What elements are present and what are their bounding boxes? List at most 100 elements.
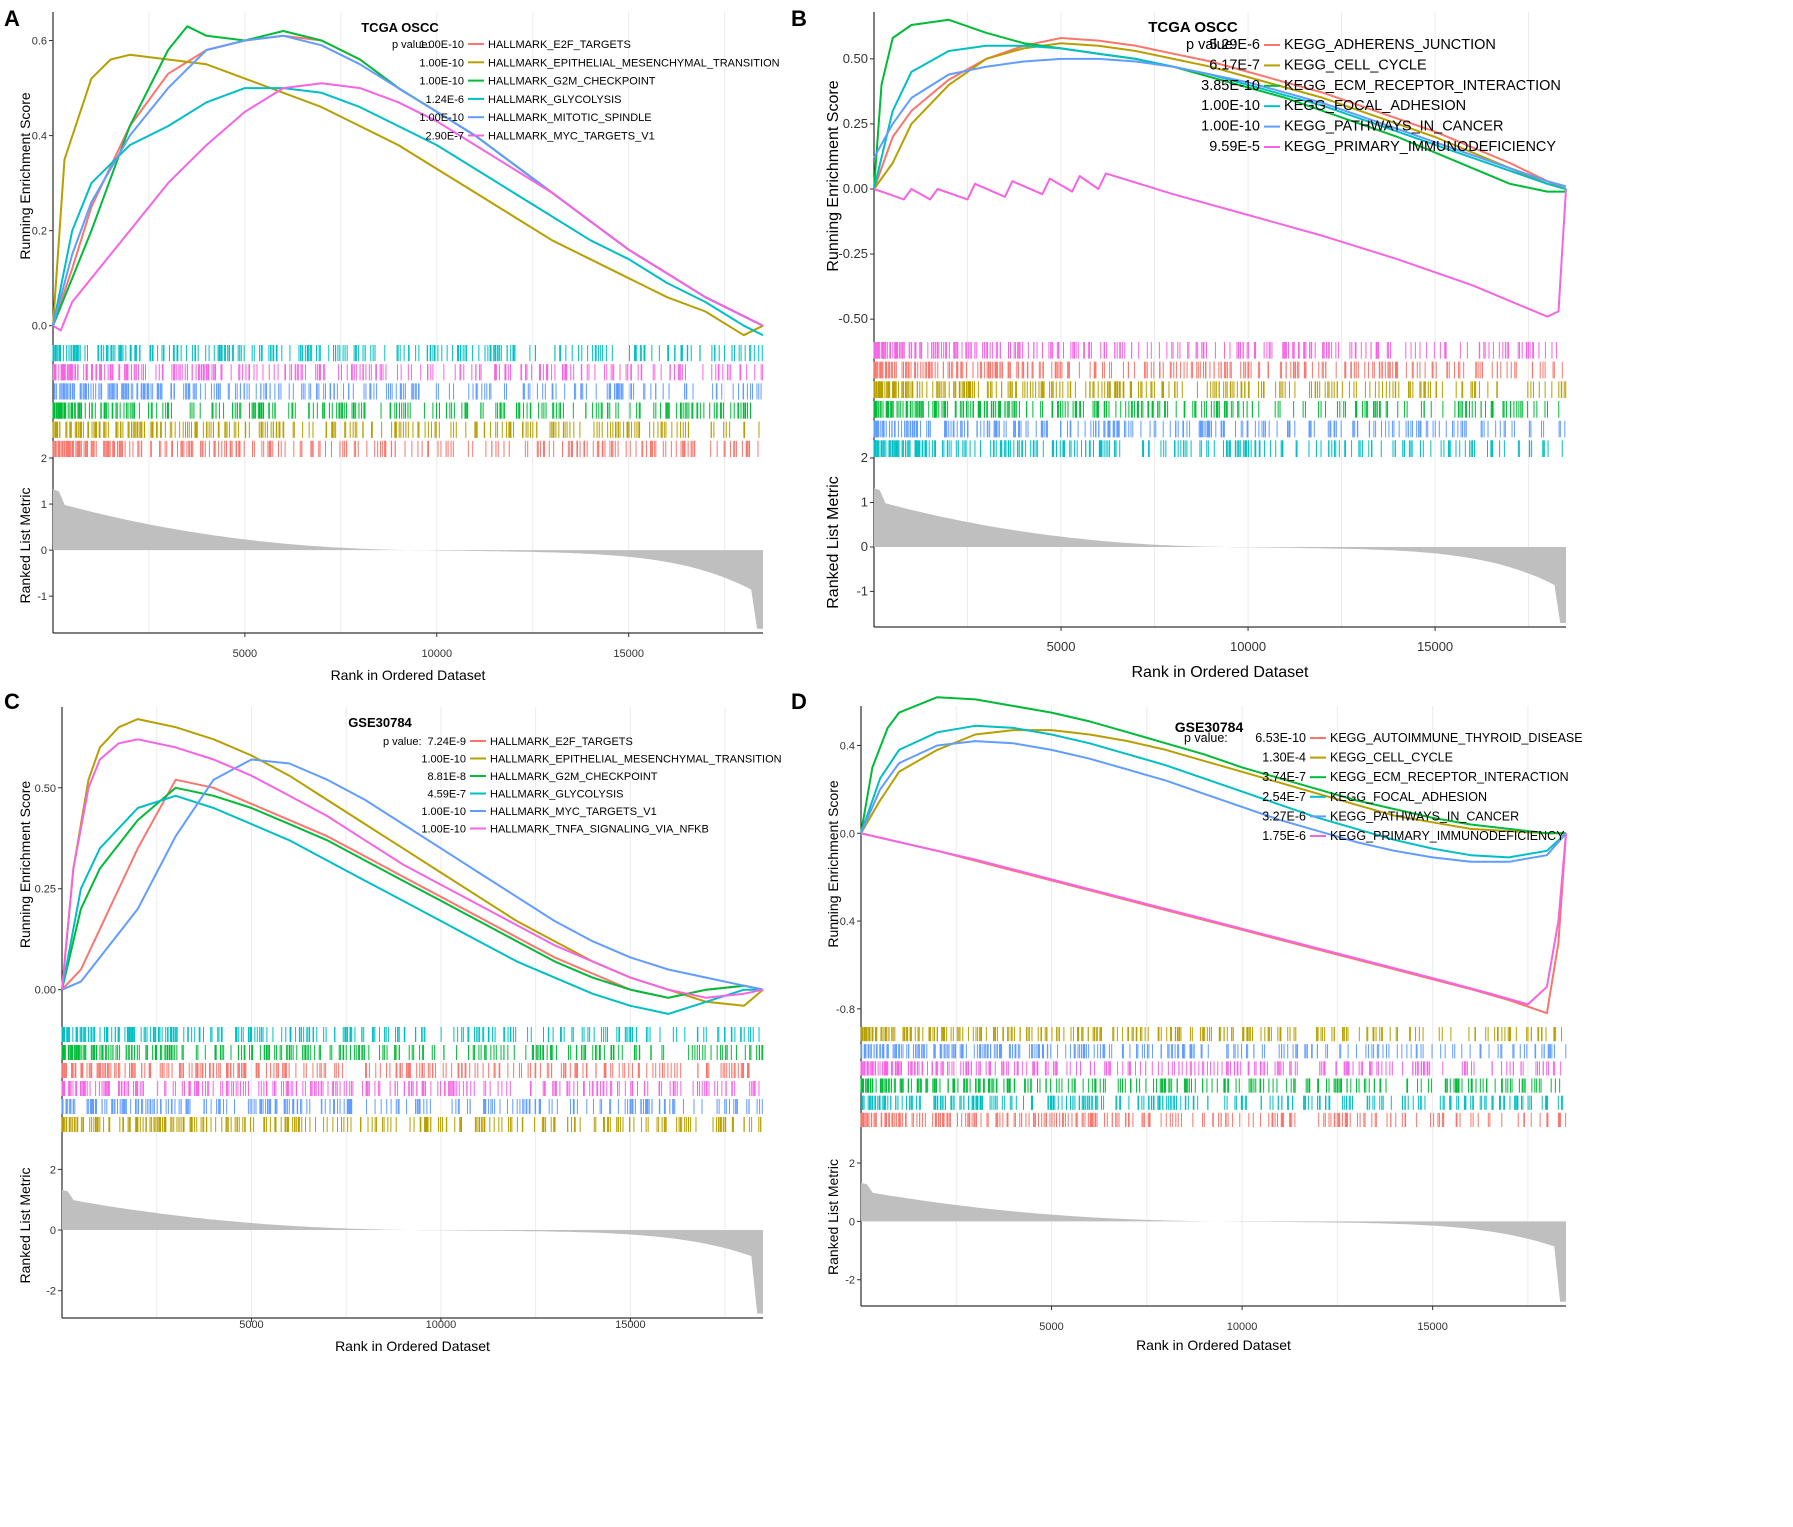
legend-item: 1.00E-10 KEGG_PATHWAYS_IN_CANCER xyxy=(1201,119,1503,135)
legend-label: HALLMARK_GLYCOLYSIS xyxy=(490,789,623,801)
x-tick-label: 10000 xyxy=(1230,639,1266,654)
es-line-kegg-primary-immunodeficiency xyxy=(873,172,1567,318)
legend-pvalue: 4.59E-7 xyxy=(427,789,466,801)
panel-label: B xyxy=(791,6,807,31)
y-tick-label: 0.50 xyxy=(843,51,868,66)
metric-y-tick-label: 0 xyxy=(50,1225,56,1237)
pvalue-label: p value: xyxy=(383,736,422,748)
metric-y-tick-label: -2 xyxy=(46,1286,56,1298)
legend-label: KEGG_PATHWAYS_IN_CANCER xyxy=(1284,119,1503,135)
legend-pvalue: 1.00E-10 xyxy=(419,39,464,51)
legend-pvalue: 7.24E-9 xyxy=(427,736,466,748)
panel-b: B -0.50 -0.25 0.00 0.25 0.50 -1 0 1 2 5000 10000 150… xyxy=(791,6,1567,681)
legend-item: 1.00E-10 HALLMARK_MYC_TARGETS_V1 xyxy=(421,806,656,818)
rug-row xyxy=(52,345,763,362)
y-tick-label: 0.4 xyxy=(840,741,855,753)
legend-label: HALLMARK_TNFA_SIGNALING_VIA_NFKB xyxy=(490,824,709,836)
metric-y-tick-label: 0 xyxy=(41,545,47,557)
y-tick-label: 0.50 xyxy=(35,783,56,795)
legend-item: 8.81E-8 HALLMARK_G2M_CHECKPOINT xyxy=(427,771,657,783)
panel-label: A xyxy=(4,6,20,31)
x-tick-label: 10000 xyxy=(426,1319,457,1331)
rug-row xyxy=(860,1027,1563,1042)
legend-label: HALLMARK_E2F_TARGETS xyxy=(490,736,633,748)
legend-pvalue: 1.00E-10 xyxy=(421,806,466,818)
legend-pvalue: 3.85E-10 xyxy=(1201,78,1260,94)
legend-pvalue: 6.17E-7 xyxy=(1209,57,1260,73)
y-tick-label: 0.25 xyxy=(843,116,868,131)
legend-item: 2.90E-7 HALLMARK_MYC_TARGETS_V1 xyxy=(425,131,654,143)
legend-label: HALLMARK_G2M_CHECKPOINT xyxy=(488,76,656,88)
legend-pvalue: 1.00E-10 xyxy=(419,57,464,69)
es-line-hallmark-glycolysis xyxy=(52,87,764,337)
es-line-hallmark-myc-targets-v1 xyxy=(61,758,764,991)
es-line-hallmark-g2m-checkpoint xyxy=(52,25,764,327)
legend-pvalue: 1.24E-6 xyxy=(425,94,464,106)
legend-label: HALLMARK_EPITHELIAL_MESENCHYMAL_TRANSITI… xyxy=(490,754,782,766)
legend-label: KEGG_ADHERENS_JUNCTION xyxy=(1284,37,1496,53)
es-line-kegg-pathways-in-cancer xyxy=(860,740,1567,863)
legend-label: KEGG_PRIMARY_IMMUNODEFICIENCY xyxy=(1284,139,1556,155)
legend-label: HALLMARK_E2F_TARGETS xyxy=(488,39,631,51)
x-tick-label: 15000 xyxy=(613,648,644,660)
rug-row xyxy=(52,421,760,438)
es-line-hallmark-myc-targets-v1 xyxy=(52,82,764,332)
panel-label: C xyxy=(4,689,20,714)
es-line-kegg-pathways-in-cancer xyxy=(873,57,1567,188)
legend-pvalue: 8.81E-8 xyxy=(427,771,466,783)
legend-item: 1.00E-10 HALLMARK_G2M_CHECKPOINT xyxy=(419,76,655,88)
x-tick-label: 15000 xyxy=(1417,639,1453,654)
es-line-kegg-ecm-receptor-interaction xyxy=(873,18,1566,193)
y-tick-label: -0.8 xyxy=(836,1004,855,1016)
panel-a: A 0.0 0.2 0.4 0.6 -1 0 1 2 5000 10000 15000 Rank in … xyxy=(4,6,780,683)
legend-pvalue: 1.00E-10 xyxy=(1201,98,1260,114)
rug-row xyxy=(873,420,1566,438)
legend-item: 1.00E-10 KEGG_FOCAL_ADHESION xyxy=(1201,98,1466,114)
y-tick-label: 0.0 xyxy=(32,321,47,333)
panel-label: D xyxy=(791,689,807,714)
panel-title: TCGA OSCC xyxy=(361,20,439,35)
legend-item: 6.17E-7 KEGG_CELL_CYCLE xyxy=(1209,57,1427,73)
y-tick-label: 0.6 xyxy=(32,36,47,48)
legend-label: HALLMARK_MYC_TARGETS_V1 xyxy=(490,806,657,818)
y-axis-title: Running Enrichment Score xyxy=(17,781,33,949)
legend-label: HALLMARK_MITOTIC_SPINDLE xyxy=(488,112,652,124)
legend-item: 1.00E-10 HALLMARK_TNFA_SIGNALING_VIA_NFKB xyxy=(421,824,709,836)
rug-row xyxy=(53,383,762,400)
y-tick-label: -0.4 xyxy=(836,916,855,928)
rug-row xyxy=(52,402,752,419)
legend-pvalue: 2.90E-7 xyxy=(425,131,464,143)
panel-title: TCGA OSCC xyxy=(1148,19,1238,36)
pvalue-label: p value: xyxy=(392,39,431,51)
metric-axis-title: Ranked List Metric xyxy=(17,488,33,604)
ranked-metric-area xyxy=(62,1190,763,1314)
x-axis-title: Rank in Ordered Dataset xyxy=(335,1338,490,1354)
ranked-metric-area xyxy=(53,489,763,629)
rug-row xyxy=(61,1027,760,1042)
legend-item: 3.85E-10 KEGG_ECM_RECEPTOR_INTERACTION xyxy=(1201,78,1561,94)
es-line-kegg-ecm-receptor-interaction xyxy=(860,696,1566,835)
panel-title: GSE30784 xyxy=(348,715,412,730)
panel-c: C 0.00 0.25 0.50 -2 0 2 5000 10000 15000 Rank in O… xyxy=(4,689,782,1354)
rug-row xyxy=(61,1081,760,1096)
es-line-hallmark-glycolysis xyxy=(61,794,763,1015)
legend-label: KEGG_CELL_CYCLE xyxy=(1284,57,1427,73)
y-axis-title: Running Enrichment Score xyxy=(825,80,842,271)
y-tick-label: 0.0 xyxy=(840,828,855,840)
legend-item: 1.00E-10 HALLMARK_EPITHELIAL_MESENCHYMAL_… xyxy=(421,754,781,766)
legend-label: HALLMARK_EPITHELIAL_MESENCHYMAL_TRANSITI… xyxy=(488,57,780,69)
legend-item: 7.24E-9 HALLMARK_E2F_TARGETS xyxy=(427,736,632,748)
x-tick-label: 5000 xyxy=(239,1319,263,1331)
pvalue-label: p value: xyxy=(1186,37,1237,53)
legend-item: 9.59E-5 KEGG_PRIMARY_IMMUNODEFICIENCY xyxy=(1209,139,1556,155)
legend-item: 5.29E-6 KEGG_ADHERENS_JUNCTION xyxy=(1209,37,1496,53)
legend-pvalue: 1.00E-10 xyxy=(419,112,464,124)
x-tick-label: 5000 xyxy=(1047,639,1076,654)
y-tick-label: 0.00 xyxy=(843,181,868,196)
rug-row xyxy=(52,440,759,457)
legend-label: KEGG_FOCAL_ADHESION xyxy=(1284,98,1466,114)
es-line-hallmark-e2f-targets xyxy=(52,34,764,327)
rug-row xyxy=(873,361,1563,379)
